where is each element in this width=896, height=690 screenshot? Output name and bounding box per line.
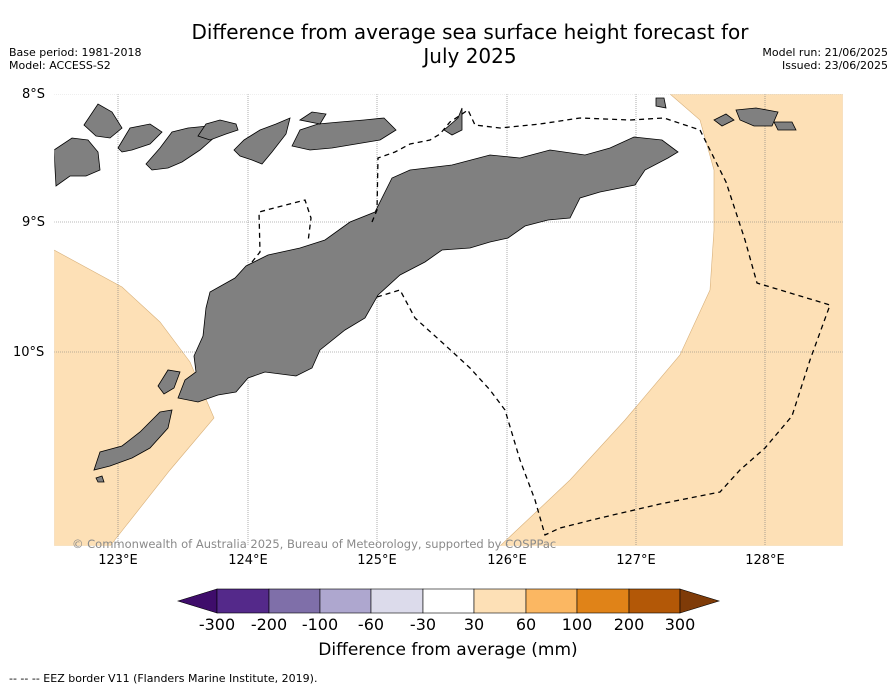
colorbar-bin-2 (268, 588, 321, 614)
islet-northeast-4 (773, 121, 797, 131)
anomaly-region-east (499, 94, 843, 546)
colorbar-bin-1 (216, 588, 270, 614)
islet-northeast-2 (713, 113, 735, 127)
eez-border-main (371, 109, 831, 536)
lon-label-125e: 125°E (357, 553, 397, 568)
map-area (54, 94, 843, 546)
meta-left: Base period: 1981-2018 Model: ACCESS-S2 (9, 46, 141, 72)
lat-label-9s: 9°S (22, 215, 46, 230)
colorbar-tick: 60 (515, 615, 537, 634)
pantar-island (83, 103, 123, 139)
colorbar-bin-5 (422, 588, 475, 614)
rote-island (93, 409, 173, 471)
flores-island (54, 137, 101, 187)
colorbar-tick: -60 (357, 615, 385, 634)
atauro-island (443, 107, 463, 136)
chart-title: Difference from average sea surface heig… (150, 20, 790, 68)
meta-right: Model run: 21/06/2025 Issued: 23/06/2025 (762, 46, 888, 72)
title-line-1: Difference from average sea surface heig… (191, 20, 749, 44)
colorbar-tick: -100 (301, 615, 339, 634)
colorbar-tick: 30 (463, 615, 485, 634)
colorbar-bin-8 (576, 588, 630, 614)
colorbar-tick: -300 (198, 615, 236, 634)
base-period-text: Base period: 1981-2018 (9, 46, 142, 59)
colorbar-tick: 100 (561, 615, 593, 634)
lon-label-126e: 126°E (487, 553, 527, 568)
colorbar-tick: -30 (409, 615, 437, 634)
title-line-2: July 2025 (423, 44, 517, 68)
lat-label-8s: 8°S (22, 87, 46, 102)
model-text: Model: ACCESS-S2 (9, 59, 111, 72)
colorbar-label: Difference from average (mm) (318, 640, 578, 660)
islet-northeast-1 (655, 97, 667, 109)
lat-label-10s: 10°S (13, 345, 45, 360)
colorbar-tick: -200 (250, 615, 288, 634)
adonara-island (117, 123, 163, 153)
islet-northeast-3 (735, 107, 779, 127)
colorbar-extend-low (176, 588, 218, 614)
lon-label-123e: 123°E (98, 553, 138, 568)
map-frame (53, 93, 844, 547)
ndao-islet (95, 475, 105, 483)
timor-island (177, 136, 679, 403)
colorbar-tick: 200 (613, 615, 645, 634)
eez-borders (251, 109, 831, 536)
semau-island (157, 369, 181, 395)
colorbar-bin-3 (319, 588, 372, 614)
alor-island (233, 117, 291, 165)
colorbar (176, 588, 721, 614)
colorbar-bin-4 (370, 588, 424, 614)
wetar-west-island (291, 117, 397, 151)
wetar-islet (298, 111, 327, 125)
eez-border-oecusse (251, 199, 312, 263)
land-masses (54, 97, 797, 483)
colorbar-bin-9 (628, 588, 681, 614)
colorbar-extend-high (679, 588, 721, 614)
anomaly-region-west (54, 249, 215, 546)
colorbar-bin-7 (525, 588, 578, 614)
lon-label-124e: 124°E (228, 553, 268, 568)
copyright-notice: © Commonwealth of Australia 2025, Bureau… (72, 537, 557, 551)
colorbar-bin-6 (473, 588, 527, 614)
alor-west-island (197, 119, 239, 141)
eez-legend-note: -- -- -- EEZ border V11 (Flanders Marine… (9, 672, 318, 685)
colorbar-tick: 300 (664, 615, 696, 634)
lon-label-127e: 127°E (616, 553, 656, 568)
lon-label-128e: 128°E (745, 553, 785, 568)
model-run-text: Model run: 21/06/2025 (762, 46, 888, 59)
issued-text: Issued: 23/06/2025 (781, 59, 888, 72)
